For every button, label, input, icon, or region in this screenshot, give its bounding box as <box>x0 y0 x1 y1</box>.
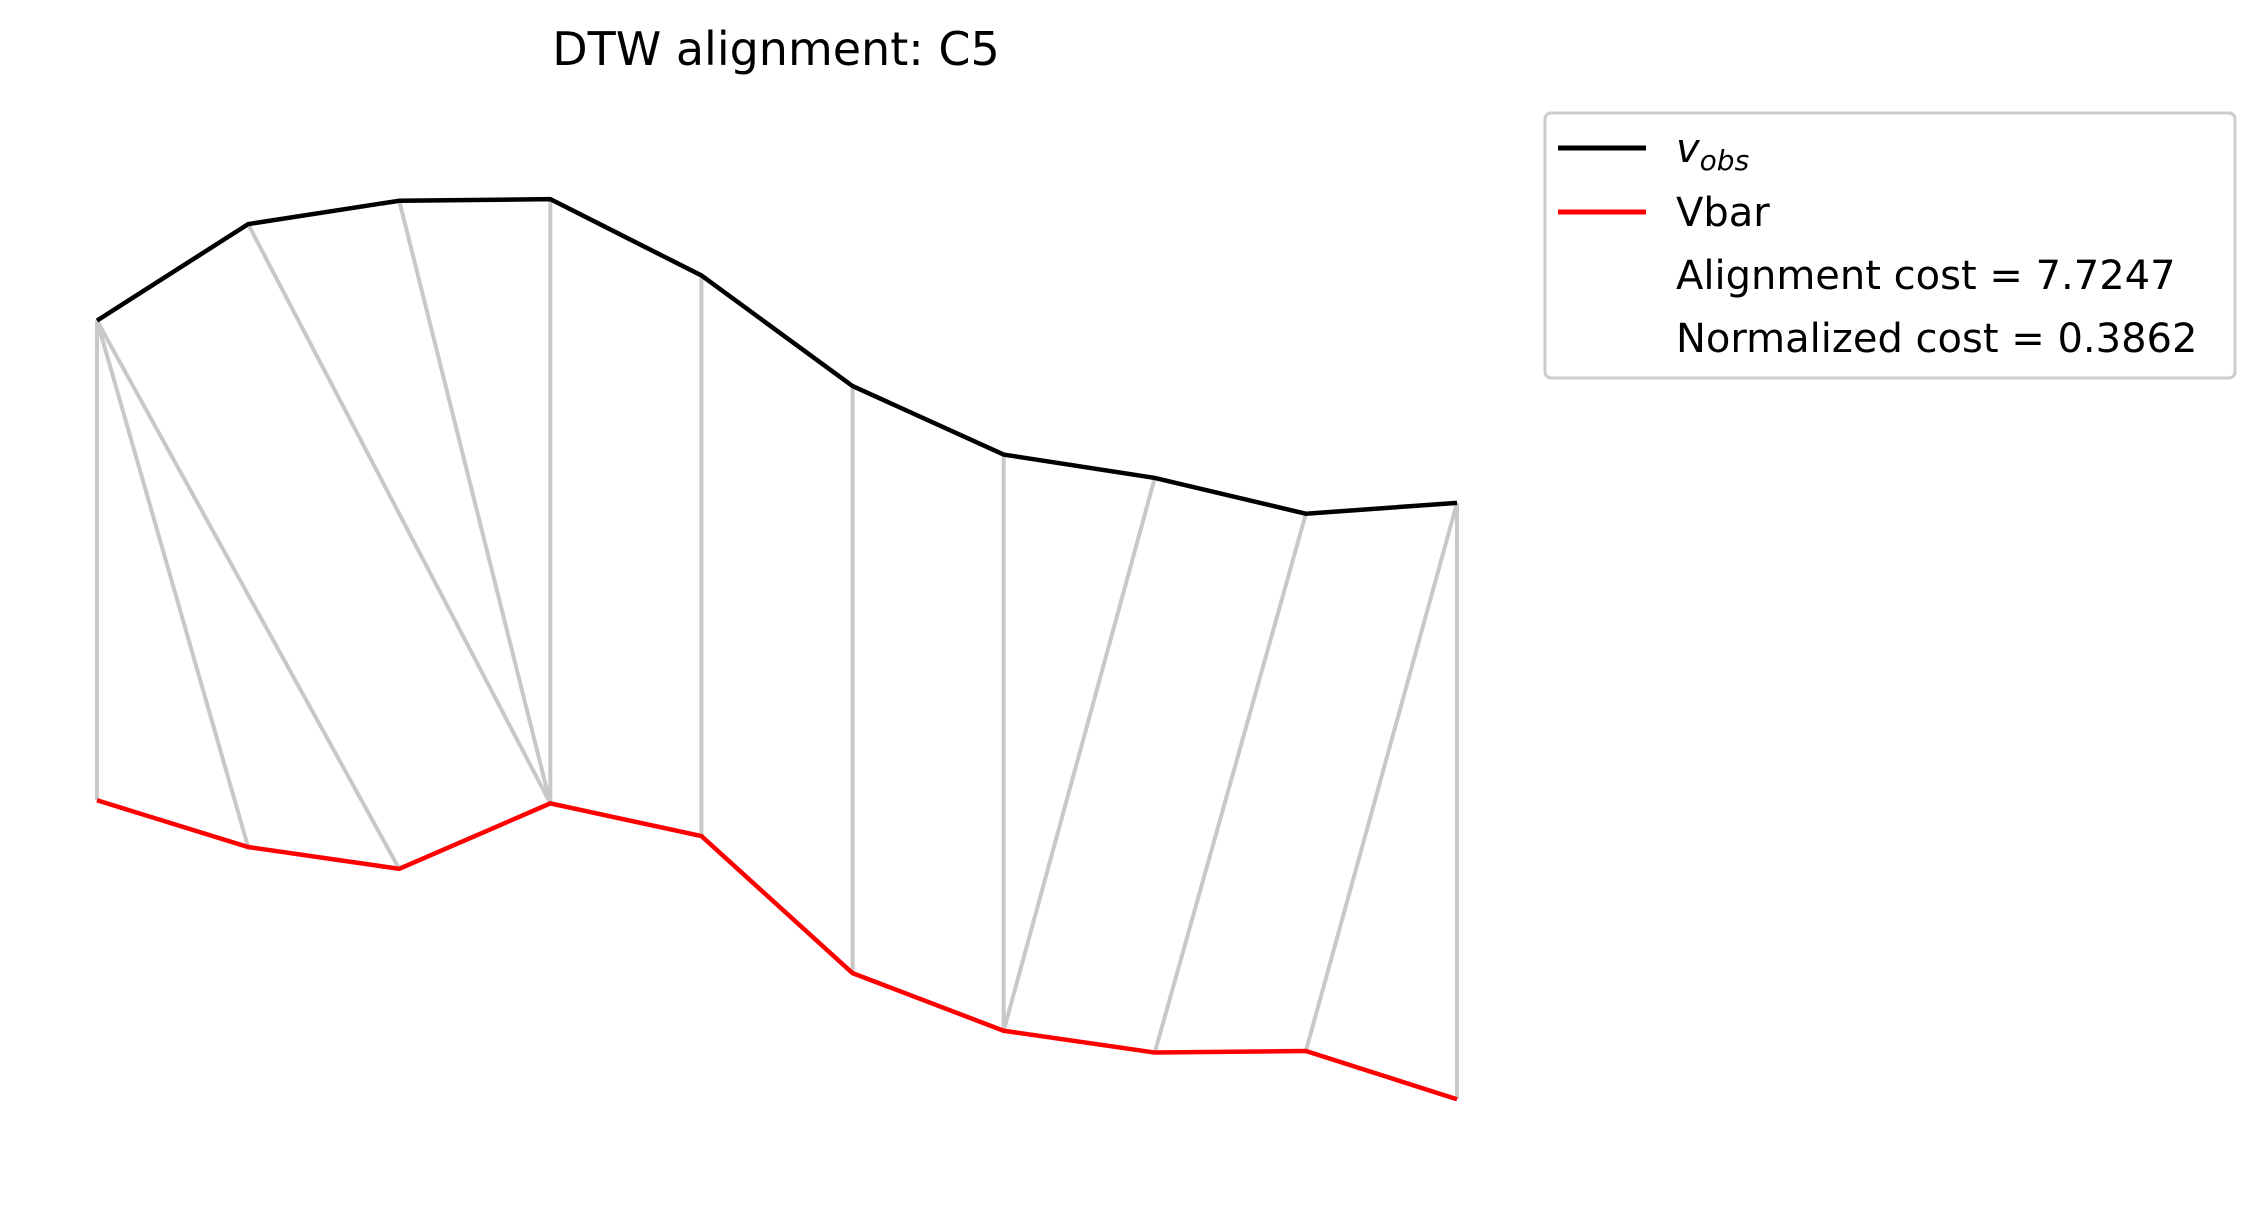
legend: vobs Vbar Alignment cost = 7.7247 Normal… <box>1543 111 2237 380</box>
legend-label-vbar: Vbar <box>1676 190 1770 236</box>
alignment-line-2 <box>95 319 401 870</box>
alignment-line-11 <box>1303 502 1459 1052</box>
alignment-line-10 <box>1152 513 1308 1054</box>
alignment-line-4 <box>397 200 553 804</box>
alignment-line-3 <box>246 223 553 805</box>
chart-title: DTW alignment: C5 <box>552 22 1000 76</box>
legend-normalized-cost: Normalized cost = 0.3862 <box>1676 316 2197 362</box>
series-line-vobs <box>95 196 1458 517</box>
alignment-line-9 <box>1001 477 1157 1032</box>
legend-label-vobs: vobs <box>1676 126 1749 177</box>
series-lines <box>95 196 1458 1102</box>
legend-label-vobs-sub: obs <box>1700 144 1750 177</box>
series-line-vbar <box>96 798 1458 1102</box>
legend-label-vobs-main: v <box>1676 126 1701 172</box>
alignment-line-1 <box>95 320 251 848</box>
alignment-lines <box>95 199 1459 1100</box>
legend-box <box>1543 111 2237 380</box>
legend-alignment-cost: Alignment cost = 7.7247 <box>1676 253 2176 299</box>
